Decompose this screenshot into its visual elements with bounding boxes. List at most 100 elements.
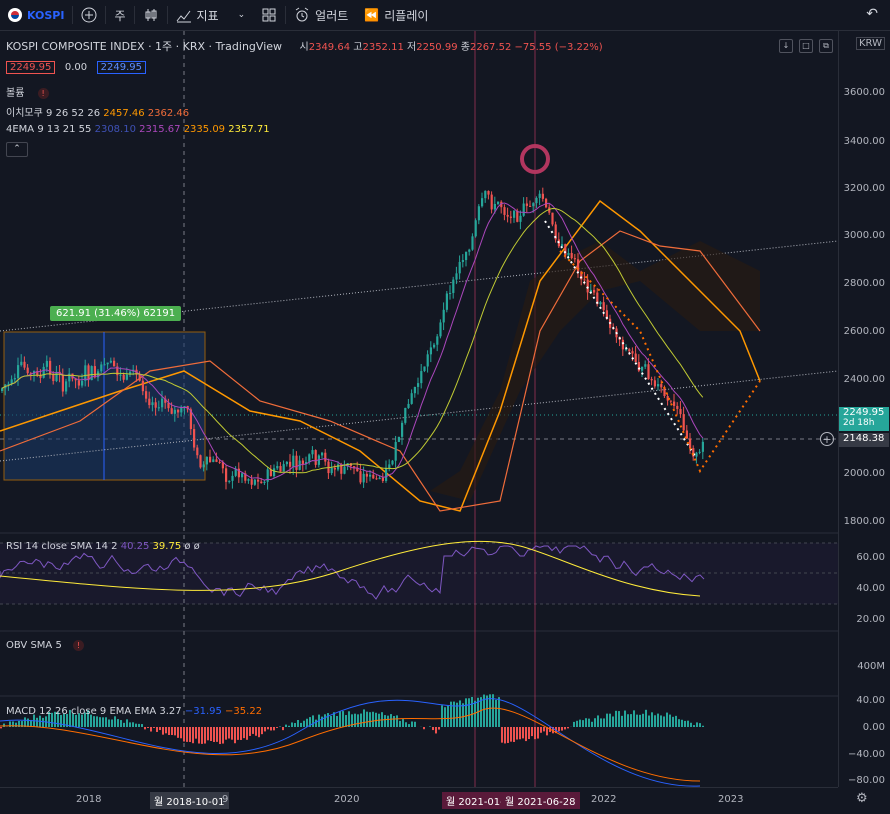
macd-bar	[114, 716, 116, 727]
candle-body	[343, 466, 345, 473]
maximize-button[interactable]: □	[799, 39, 813, 53]
macd-bar	[666, 713, 668, 727]
undo-icon[interactable]: ↶	[866, 6, 878, 22]
candle-body	[644, 364, 646, 367]
candle-body	[404, 408, 406, 423]
candle-body	[443, 310, 445, 323]
candle-body	[439, 322, 441, 336]
chart-type-button[interactable]	[135, 0, 167, 30]
symbol-search[interactable]: KOSPI	[0, 0, 72, 30]
macd-bar	[147, 727, 149, 728]
candle-body	[411, 393, 413, 404]
macd-bar	[636, 715, 638, 727]
candle-body	[78, 380, 80, 385]
candle-body	[494, 204, 496, 209]
macd-bar	[135, 724, 137, 727]
candle-body	[670, 401, 672, 402]
macd-bar	[471, 697, 473, 727]
macd-bar	[660, 715, 662, 727]
collapse-legend-button[interactable]: ⌃	[6, 142, 28, 157]
templates-button[interactable]	[253, 0, 285, 30]
macd-bar	[618, 711, 620, 727]
candle-body	[228, 481, 230, 482]
macd-bar	[171, 727, 173, 735]
price-axis[interactable]: KRW 3600.00 3400.00 3200.00 3000.00 2800…	[838, 31, 890, 787]
chart-header: KOSPI COMPOSITE INDEX · 1주 · KRX · Tradi…	[6, 38, 603, 54]
candle-body	[542, 194, 544, 199]
error-icon[interactable]: !	[38, 88, 49, 99]
macd-bar	[486, 695, 488, 727]
candle-body	[334, 468, 336, 470]
macd-bar	[228, 727, 230, 738]
macd-bar	[255, 727, 257, 736]
time-axis[interactable]: 2018 월 2018-10-01 9 2020 월 2021-01-11 월 …	[0, 787, 838, 814]
alert-button[interactable]: 얼러트	[286, 0, 356, 30]
candle-body	[699, 452, 701, 453]
macd-bar	[225, 727, 227, 740]
candle-body	[177, 410, 179, 413]
macd-bar	[252, 727, 254, 734]
macd-bar	[438, 727, 440, 730]
candle-body	[84, 365, 86, 380]
macd-bar	[192, 727, 194, 743]
arrow-down-button[interactable]: ↓	[779, 39, 793, 53]
macd-bar	[336, 716, 338, 727]
time-tag-2021-06: 월 2021-06-28	[501, 792, 580, 809]
error-icon[interactable]: !	[73, 640, 84, 651]
macd-bar	[525, 727, 527, 741]
macd-bar	[159, 727, 161, 730]
macd-bar	[216, 727, 218, 742]
macd-bar	[612, 716, 614, 727]
candle-body	[417, 383, 419, 387]
candle-body	[587, 280, 589, 293]
sell-button[interactable]: 2249.95	[6, 61, 55, 74]
macd-bar	[297, 720, 299, 727]
macd-bar	[102, 717, 104, 727]
indicators-button[interactable]: 지표 ⌄	[168, 0, 254, 30]
ichimoku-label: 이치모쿠 9 26 52 26	[6, 108, 100, 119]
candle-body	[359, 471, 361, 482]
price-tick: 2000.00	[844, 468, 885, 479]
candle-body	[209, 457, 211, 462]
obv-tick: 400M	[857, 661, 885, 672]
settings-gear-icon[interactable]: ⚙	[856, 791, 868, 806]
main-chart[interactable]	[0, 31, 838, 787]
interval-button[interactable]: 주	[106, 0, 133, 30]
macd-bar	[627, 714, 629, 727]
macd-bar	[462, 703, 464, 727]
macd-bar	[3, 724, 5, 727]
candle-body	[523, 204, 525, 216]
candle-body	[583, 279, 585, 280]
buy-button[interactable]: 2249.95	[97, 61, 146, 74]
currency-label[interactable]: KRW	[856, 37, 885, 50]
ema-legend: 4EMA 9 13 21 55 2308.10 2315.67 2335.09 …	[6, 124, 270, 135]
macd-bar	[597, 715, 599, 727]
macd-bar	[276, 727, 278, 728]
candle-body	[52, 375, 54, 381]
obv-legend: OBV SMA 5 !	[6, 640, 84, 651]
compare-button[interactable]	[73, 0, 105, 30]
candle-body	[311, 450, 313, 454]
candle-icon	[143, 7, 159, 23]
candle-body	[251, 479, 253, 485]
candle-body	[283, 464, 285, 471]
macd-bar	[690, 723, 692, 727]
add-plus-icon[interactable]: +	[820, 432, 834, 446]
candle-body	[379, 478, 381, 479]
candle-body	[497, 202, 499, 204]
macd-value-3: −35.22	[225, 706, 262, 717]
macd-bar	[675, 716, 677, 727]
candle-body	[308, 454, 310, 462]
macd-bar	[696, 722, 698, 727]
candle-body	[564, 244, 566, 255]
candle-body	[660, 384, 662, 387]
macd-bar	[414, 722, 416, 727]
replay-button[interactable]: ⏪ 리플레이	[356, 0, 436, 30]
restore-button[interactable]: ⧉	[819, 39, 833, 53]
candle-body	[689, 438, 691, 448]
candle-body	[321, 453, 323, 456]
candle-body	[481, 198, 483, 206]
macd-bar	[465, 698, 467, 727]
plus-circle-icon	[81, 7, 97, 23]
candle-body	[471, 236, 473, 249]
